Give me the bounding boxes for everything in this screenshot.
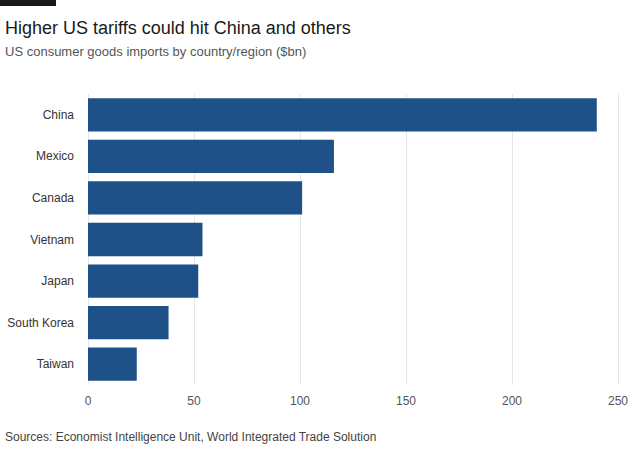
svg-text:100: 100 — [290, 394, 310, 408]
svg-text:Mexico: Mexico — [36, 149, 74, 163]
svg-text:Higher US tariffs could hit Ch: Higher US tariffs could hit China and ot… — [5, 18, 351, 38]
svg-text:Sources: Economist Intelligenc: Sources: Economist Intelligence Unit, Wo… — [5, 430, 376, 444]
svg-text:Taiwan: Taiwan — [37, 357, 74, 371]
svg-text:South Korea: South Korea — [7, 316, 74, 330]
svg-text:0: 0 — [85, 394, 92, 408]
svg-text:US consumer goods imports by c: US consumer goods imports by country/reg… — [5, 44, 306, 59]
svg-text:250: 250 — [608, 394, 628, 408]
svg-text:Canada: Canada — [32, 191, 74, 205]
svg-text:150: 150 — [396, 394, 416, 408]
svg-text:Vietnam: Vietnam — [30, 233, 74, 247]
svg-text:50: 50 — [187, 394, 201, 408]
svg-text:200: 200 — [502, 394, 522, 408]
svg-text:Japan: Japan — [41, 274, 74, 288]
svg-text:China: China — [43, 108, 75, 122]
